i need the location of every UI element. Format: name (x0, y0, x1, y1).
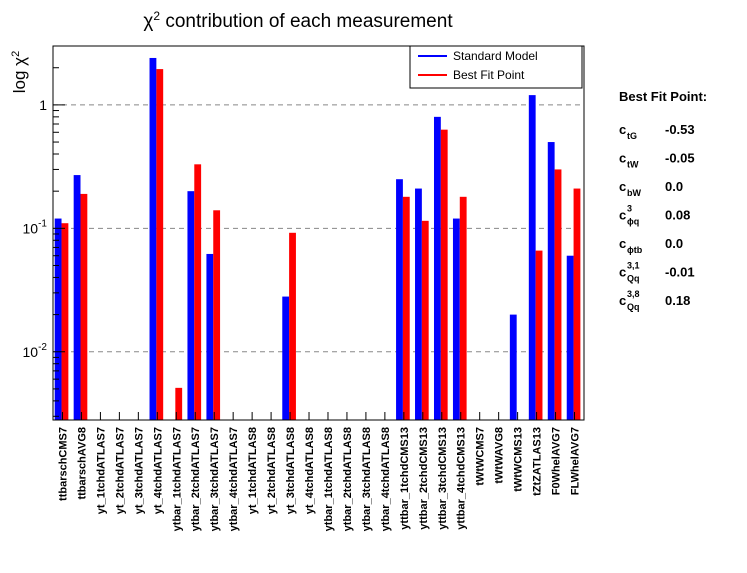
x-tick-label: yttbar_3tchdCMS13 (437, 427, 449, 530)
bar-best-fit-12 (289, 232, 296, 420)
y-tick-label: 1 (39, 97, 47, 113)
bar-best-fit-8 (213, 210, 221, 420)
y-axis: 10-2 10-1 1 (23, 45, 65, 417)
legend-label-standard-model: Standard Model (453, 49, 538, 63)
x-tick-label: yt_2tchdATLAS8 (266, 427, 278, 514)
chart-title: χ2 contribution of each measurement (143, 9, 453, 32)
x-tick-label: yttbar_1tchdCMS13 (399, 427, 411, 530)
bar-standard-model-25 (528, 95, 536, 420)
x-tick-label: ytbar_4tchdATLAS8 (380, 427, 392, 531)
x-tick-label: tWtWCMS13 (513, 427, 525, 492)
param-name: c (619, 208, 626, 223)
param-superscript: 3 (627, 204, 632, 214)
param-value: 0.08 (665, 208, 690, 223)
param-subscript: ϕq (627, 217, 639, 227)
bar-standard-model-26 (547, 142, 555, 420)
bar-standard-model-8 (206, 253, 214, 420)
param-name: c (619, 293, 626, 308)
bar-best-fit-18 (402, 196, 410, 420)
bar-best-fit-21 (459, 196, 467, 420)
x-tick-label: ytbar_3tchdATLAS8 (361, 427, 373, 531)
x-tick-label: tWtWCMS7 (475, 427, 487, 486)
bar-standard-model-27 (566, 255, 574, 420)
bar-standard-model-24 (509, 314, 517, 420)
bar-best-fit-7 (194, 164, 202, 420)
x-tick-label: FLWhelAVG7 (570, 427, 582, 495)
bar-standard-model-21 (452, 218, 460, 420)
x-tick-label: ytbar_2tchdATLAS8 (342, 427, 354, 531)
y-axis-label: log χ2 (10, 51, 29, 93)
x-tick-label: yttbar_2tchdCMS13 (418, 427, 430, 530)
x-tick-label: tWtWAVG8 (494, 427, 506, 484)
x-tick-label: F0WhelAVG7 (551, 427, 563, 495)
param-name: c (619, 122, 626, 137)
x-tick-label: yt_1tchdATLAS7 (95, 427, 107, 514)
x-tick-label: yt_3tchdATLAS7 (133, 427, 145, 514)
param-subscript: tG (627, 131, 637, 141)
param-value: 0.0 (665, 179, 683, 194)
bar-best-fit-19 (421, 220, 429, 420)
grid-lines (53, 104, 584, 353)
param-value: -0.05 (665, 151, 695, 166)
bar-best-fit-1 (80, 193, 88, 420)
y-tick-label: 10-2 (23, 342, 48, 360)
param-name: c (619, 236, 626, 251)
legend-label-best-fit: Best Fit Point (453, 68, 525, 82)
bar-standard-model-18 (396, 179, 403, 420)
param-subscript: ϕtb (627, 245, 643, 255)
bar-best-fit-26 (554, 169, 562, 420)
bar-best-fit-5 (156, 69, 164, 420)
bar-standard-model-1 (73, 175, 81, 420)
bar-best-fit-27 (573, 188, 581, 420)
param-subscript: bW (627, 188, 641, 198)
x-tick-label: tZtZATLAS13 (532, 427, 544, 496)
x-tick-label: yt_2tchdATLAS7 (114, 427, 126, 514)
x-tick-label: ytbar_2tchdATLAS7 (190, 427, 202, 531)
bar-standard-model-0 (54, 218, 62, 420)
x-tick-label: ytbar_1tchdATLAS8 (323, 427, 335, 531)
x-tick-label: yt_3tchdATLAS8 (285, 427, 297, 514)
x-axis: ttbarschCMS7 ttbarschAVG8 yt_1tchdATLAS7 yt… (57, 412, 582, 531)
y-tick-label: 10-1 (23, 218, 48, 236)
param-superscript: 3,1 (627, 261, 640, 271)
bars (54, 57, 581, 420)
best-fit-panel: Best Fit Point: c tG -0.53c tW -0.05c bW 0.0c 3… (619, 89, 707, 312)
x-tick-label: yt_4tchdATLAS8 (304, 427, 316, 514)
plot-frame (52, 45, 585, 421)
param-name: c (619, 179, 626, 194)
x-tick-label: ttbarschCMS7 (57, 427, 69, 501)
param-value: -0.53 (665, 122, 695, 137)
bar-standard-model-19 (415, 188, 422, 420)
legend-box (409, 45, 583, 89)
x-tick-label: ttbarschAVG8 (76, 427, 88, 500)
bar-best-fit-25 (535, 250, 543, 420)
param-value: 0.0 (665, 236, 683, 251)
param-name: c (619, 151, 626, 166)
bar-best-fit-6 (175, 387, 183, 420)
param-subscript: Qq (627, 274, 640, 284)
bar-standard-model-5 (149, 57, 157, 420)
bar-best-fit-0 (61, 223, 69, 420)
x-tick-label: yttbar_4tchdCMS13 (456, 427, 468, 530)
param-name: c (619, 265, 626, 280)
x-tick-label: yt_1tchdATLAS8 (247, 427, 259, 514)
param-value: -0.01 (665, 265, 695, 280)
bar-standard-model-20 (433, 116, 441, 420)
param-value: 0.18 (665, 293, 690, 308)
param-subscript: Qq (627, 302, 640, 312)
x-tick-label: ytbar_3tchdATLAS7 (209, 427, 221, 531)
param-subscript: tW (627, 160, 639, 170)
best-fit-heading: Best Fit Point: (619, 89, 707, 104)
bar-best-fit-20 (440, 129, 448, 420)
x-tick-label: ytbar_1tchdATLAS7 (171, 427, 183, 531)
legend: Standard Model Best Fit Point (409, 45, 583, 89)
x-tick-label: yt_4tchdATLAS7 (152, 427, 164, 514)
bar-standard-model-7 (187, 191, 195, 420)
x-tick-label: ytbar_4tchdATLAS7 (228, 427, 240, 531)
param-superscript: 3,8 (627, 289, 640, 299)
bar-standard-model-12 (282, 296, 290, 420)
